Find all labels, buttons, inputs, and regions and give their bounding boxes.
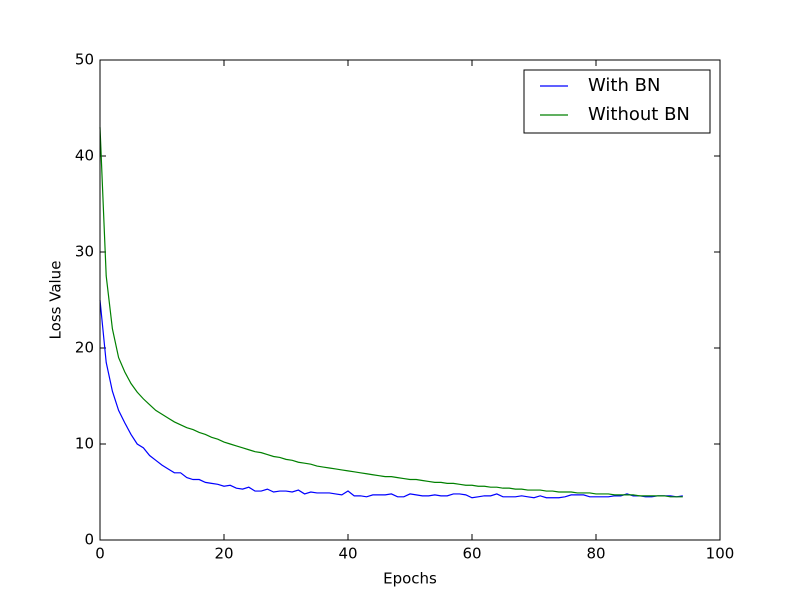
- series-line: [99, 299, 683, 499]
- x-tick-label: 60: [462, 545, 481, 563]
- x-tick-label: 0: [95, 545, 105, 563]
- x-axis-label: Epochs: [383, 570, 437, 588]
- x-tick-label: 20: [214, 545, 233, 563]
- series-line: [99, 127, 683, 498]
- y-tick-label: 40: [75, 147, 94, 165]
- plot-frame: [99, 59, 721, 541]
- x-tick-label: 80: [586, 545, 605, 563]
- legend-label: Without BN: [588, 104, 690, 125]
- y-tick-label: 50: [75, 51, 94, 69]
- legend-label: With BN: [588, 75, 660, 96]
- y-tick-label: 10: [75, 435, 94, 453]
- x-tick-label: 40: [338, 545, 357, 563]
- x-tick-label: 100: [706, 545, 735, 563]
- legend-box: [523, 69, 711, 134]
- y-tick-label: 0: [84, 531, 94, 549]
- y-axis-label: Loss Value: [47, 261, 65, 340]
- y-tick-label: 30: [75, 243, 94, 261]
- y-tick-label: 20: [75, 339, 94, 357]
